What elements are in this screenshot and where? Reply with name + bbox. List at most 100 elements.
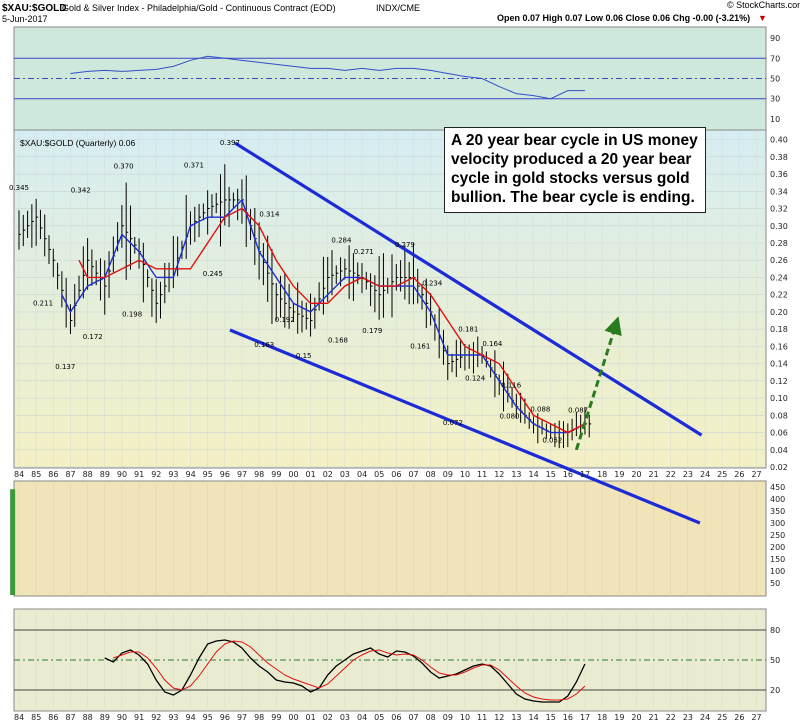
axes-layer: 90 70 50 30 10 0.40 0.38 0.36 0.34 0.32 0.30 0.28 0.…	[14, 34, 788, 722]
bottom-xtick-label: 22	[666, 713, 676, 722]
bottom-xtick-label: 02	[323, 713, 333, 722]
price-data-label: 0.371	[184, 162, 204, 170]
volume-ytick-label: 200	[770, 543, 785, 552]
volume-ytick-label: 350	[770, 507, 785, 516]
price-ytick-label: 0.30	[770, 222, 788, 231]
price-xtick-label: 21	[649, 470, 659, 479]
bottom-xtick-label: 96	[220, 713, 230, 722]
price-ytick-label: 0.32	[770, 205, 788, 214]
bottom-xtick-label: 01	[306, 713, 316, 722]
bottom-xtick-label: 18	[597, 713, 607, 722]
price-data-label: 0.15	[296, 352, 312, 360]
price-data-label: 0.161	[410, 343, 430, 351]
price-xtick-label: 13	[511, 470, 521, 479]
price-xtick-label: 12	[494, 470, 504, 479]
price-xtick-label: 93	[168, 470, 178, 479]
bottom-xtick-label: 21	[649, 713, 659, 722]
bottom-xtick-label: 94	[186, 713, 196, 722]
price-xtick-label: 10	[460, 470, 470, 479]
price-ytick-label: 0.28	[770, 239, 788, 248]
bottom-xtick-label: 86	[48, 713, 58, 722]
price-ytick-label: 0.38	[770, 153, 788, 162]
price-xtick-label: 90	[117, 470, 127, 479]
price-xtick-label: 98	[254, 470, 264, 479]
bottom-xtick-label: 13	[511, 713, 521, 722]
bottom-xtick-label: 89	[100, 713, 110, 722]
price-xtick-label: 00	[288, 470, 298, 479]
price-data-label: 0.397	[220, 139, 240, 147]
price-data-label: 0.080	[499, 412, 519, 420]
annotation-text: A 20 year bear cycle in US money velocit…	[451, 132, 698, 206]
top-ytick-label: 50	[770, 75, 780, 84]
price-data-label: 0.052	[542, 436, 562, 444]
price-data-label: 0.271	[354, 248, 374, 256]
volume-ytick-label: 150	[770, 555, 785, 564]
price-data-label: 0.087	[568, 406, 588, 414]
price-ytick-label: 0.36	[770, 170, 788, 179]
price-xtick-label: 19	[614, 470, 624, 479]
bottom-xtick-label: 90	[117, 713, 127, 722]
bottom-xtick-label: 07	[408, 713, 418, 722]
price-data-label: 0.163	[254, 341, 274, 349]
bottom-xtick-label: 17	[580, 713, 590, 722]
price-ytick-label: 0.14	[770, 360, 788, 369]
top-indicator-line	[70, 55, 585, 100]
price-xtick-label: 05	[374, 470, 384, 479]
bottom-xtick-label: 08	[426, 713, 436, 722]
price-xtick-label: 09	[443, 470, 453, 479]
volume-panel	[13, 480, 767, 597]
price-ytick-label: 0.26	[770, 256, 788, 265]
bottom-xtick-label: 97	[237, 713, 247, 722]
price-xtick-label: 85	[31, 470, 41, 479]
price-xtick-label: 95	[203, 470, 213, 479]
price-data-label: 0.088	[530, 405, 550, 413]
caret-down-icon[interactable]: ▼	[758, 13, 767, 23]
osc-fast-line	[104, 639, 586, 703]
header-exchange: INDX/CME	[376, 3, 420, 13]
price-xtick-label: 25	[717, 470, 727, 479]
bottom-xtick-label: 24	[700, 713, 710, 722]
price-xtick-label: 24	[700, 470, 710, 479]
price-ytick-label: 0.06	[770, 429, 788, 438]
bottom-xtick-label: 27	[751, 713, 761, 722]
price-data-label: 0.168	[328, 336, 348, 344]
header-description: Gold & Silver Index - Philadelphia/Gold …	[62, 3, 336, 13]
price-xtick-label: 20	[631, 470, 641, 479]
bottom-xtick-label: 26	[734, 713, 744, 722]
bottom-xtick-label: 20	[631, 713, 641, 722]
volume-ytick-label: 250	[770, 531, 785, 540]
volume-ytick-label: 300	[770, 519, 785, 528]
price-ytick-label: 0.20	[770, 308, 788, 317]
price-data-label: 0.211	[33, 299, 53, 307]
osc-ytick-label: 20	[770, 686, 780, 695]
osc-ytick-label: 50	[770, 656, 780, 665]
price-data-label: 0.279	[395, 241, 415, 249]
price-panel-title: $XAU:$GOLD (Quarterly) 0.06	[20, 138, 136, 148]
bottom-xtick-label: 88	[83, 713, 93, 722]
bottom-xtick-label: 15	[546, 713, 556, 722]
price-xtick-label: 14	[529, 470, 539, 479]
price-xtick-label: 22	[666, 470, 676, 479]
bottom-xtick-label: 84	[14, 713, 24, 722]
price-xtick-label: 91	[134, 470, 144, 479]
bottom-xtick-label: 99	[271, 713, 281, 722]
bottom-xtick-label: 95	[203, 713, 213, 722]
price-xtick-label: 92	[151, 470, 161, 479]
price-xtick-label: 15	[546, 470, 556, 479]
price-xtick-label: 06	[391, 470, 401, 479]
price-data-label: 0.124	[465, 374, 486, 382]
price-data-label: 0.245	[203, 270, 223, 278]
price-data-label: 0.179	[362, 327, 382, 335]
price-data-label: 0.072	[443, 419, 463, 427]
top-ytick-label: 10	[770, 115, 780, 124]
labels-layer: 0.345 0.211 0.137 0.342 0.172 0.370 0.198 0.371…	[9, 139, 588, 444]
price-data-label: 0.284	[331, 237, 352, 245]
price-ytick-label: 0.24	[770, 273, 788, 282]
series-layer	[10, 55, 703, 703]
price-xtick-label: 08	[426, 470, 436, 479]
price-xtick-label: 27	[751, 470, 761, 479]
bottom-xtick-label: 85	[31, 713, 41, 722]
price-data-label: 0.370	[114, 162, 134, 170]
bottom-xtick-label: 11	[477, 713, 487, 722]
bottom-xtick-label: 03	[340, 713, 350, 722]
